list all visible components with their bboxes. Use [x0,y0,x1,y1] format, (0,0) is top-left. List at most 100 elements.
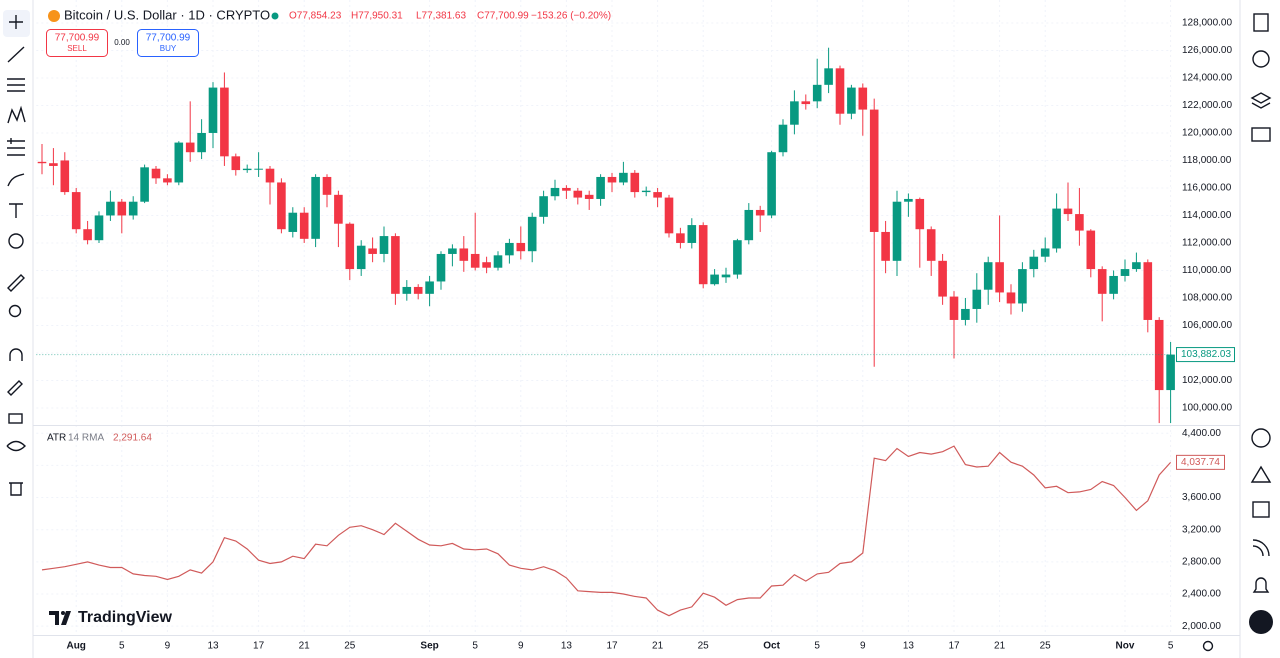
candle-body [163,178,172,183]
candle-body [470,253,480,268]
btc-icon [48,10,60,22]
candle-body [311,176,320,239]
settings-icon[interactable] [1202,640,1214,652]
x-tick-label: 5 [119,641,125,652]
y-tick-label: 114,000.00 [1182,210,1232,221]
candle-body [94,215,104,241]
y-tick-label: 2,800.00 [1182,556,1221,567]
candle-body [516,242,526,252]
calendar-icon[interactable] [1252,501,1270,518]
candle-body [562,187,571,191]
y-tick-label: 118,000.00 [1182,155,1232,166]
x-tick-label: 5 [814,641,820,652]
magnet-tool[interactable] [9,348,23,361]
candle-body [778,124,788,153]
logo-text: TradingView [78,609,173,626]
candle-body [356,245,366,270]
y-tick-label: 126,000.00 [1182,45,1232,56]
x-tick-label: 25 [698,641,710,652]
trendline-tool[interactable] [7,46,25,63]
trash-tool[interactable] [9,482,23,496]
chat-icon[interactable] [1251,127,1271,142]
ruler-tool[interactable] [7,274,25,292]
lock-tool[interactable] [8,413,23,424]
ohlc-low: L77,381.63 [416,11,466,22]
stream-icon[interactable] [1252,539,1270,557]
candle-body [391,236,400,294]
zoom-tool[interactable] [8,304,22,318]
candle-body [413,286,423,294]
market-status [271,12,279,20]
layers-icon[interactable] [1250,92,1272,109]
atr-title: ATR [47,433,66,444]
y-tick-label: 122,000.00 [1182,100,1232,111]
candle-body [436,253,446,282]
candle-body [83,229,92,241]
candle-body [653,192,662,198]
alerts-icon[interactable] [1252,50,1270,68]
candle-body [368,248,377,254]
candle-body [767,152,776,216]
y-tick-label: 120,000.00 [1182,128,1232,139]
symbol-title[interactable]: Bitcoin / U.S. Dollar · 1D · CRYPTO [64,7,270,22]
hotlist-icon[interactable] [1251,428,1271,448]
ideas-icon[interactable] [1250,465,1272,483]
candle-body [334,194,343,224]
candle-body [242,168,252,171]
y-tick-label: 4,400.00 [1182,428,1221,439]
spread: 0.00 [114,38,130,47]
candle-body [938,260,947,297]
candle-body [425,281,434,294]
candle-body [49,163,58,166]
watchlist-icon[interactable] [1253,13,1269,32]
candle-body [812,84,822,102]
candle-body [277,182,286,230]
x-tick-label: 5 [1168,641,1174,652]
y-tick-label: 124,000.00 [1182,73,1232,84]
candle-body [721,274,731,278]
candle-body [835,68,845,114]
y-tick-label: 3,600.00 [1182,492,1221,503]
candle-body [208,87,218,133]
lock-draw-tool[interactable] [7,380,23,396]
projection-tool[interactable] [7,138,25,156]
buy-button[interactable] [137,29,199,57]
candle-body [106,201,115,216]
last-value-label: 4,037.74 [1181,457,1220,468]
apps-icon[interactable] [1249,610,1273,634]
candle-body [37,161,47,164]
candle-body [584,194,594,199]
candle-body [345,223,355,270]
candle-body [322,176,332,195]
sell-button[interactable] [46,29,108,57]
candle-body [630,172,640,193]
candle-body [128,201,138,216]
crosshair-tool[interactable] [9,15,23,29]
candle-body [1006,292,1016,304]
x-tick-label: 13 [903,641,915,652]
candle-body [493,255,503,268]
notifications-icon[interactable] [1252,577,1270,593]
y-tick-label: 100,000.00 [1182,403,1232,414]
atr-line [41,445,1172,617]
atr-params: 14 RMA [68,433,104,444]
candle-body [733,240,742,275]
brush-tool[interactable] [7,173,25,187]
candle-body [527,216,537,252]
left-toolbar [3,10,30,496]
pattern-tool[interactable] [7,105,26,124]
candle-body [881,231,890,261]
x-tick-label: 5 [472,641,478,652]
buy-label: BUY [160,44,177,53]
candle-body [550,187,560,197]
hide-tool[interactable] [6,440,26,452]
candle-body [949,296,959,320]
x-tick-label: 25 [1040,641,1052,652]
x-tick-label: 13 [561,641,573,652]
candle-body [904,198,913,202]
text-tool[interactable] [9,203,23,218]
x-tick-label: 13 [207,641,219,652]
fib-tool[interactable] [7,78,25,92]
logo-mark [49,611,71,625]
emoji-tool[interactable] [8,233,24,249]
